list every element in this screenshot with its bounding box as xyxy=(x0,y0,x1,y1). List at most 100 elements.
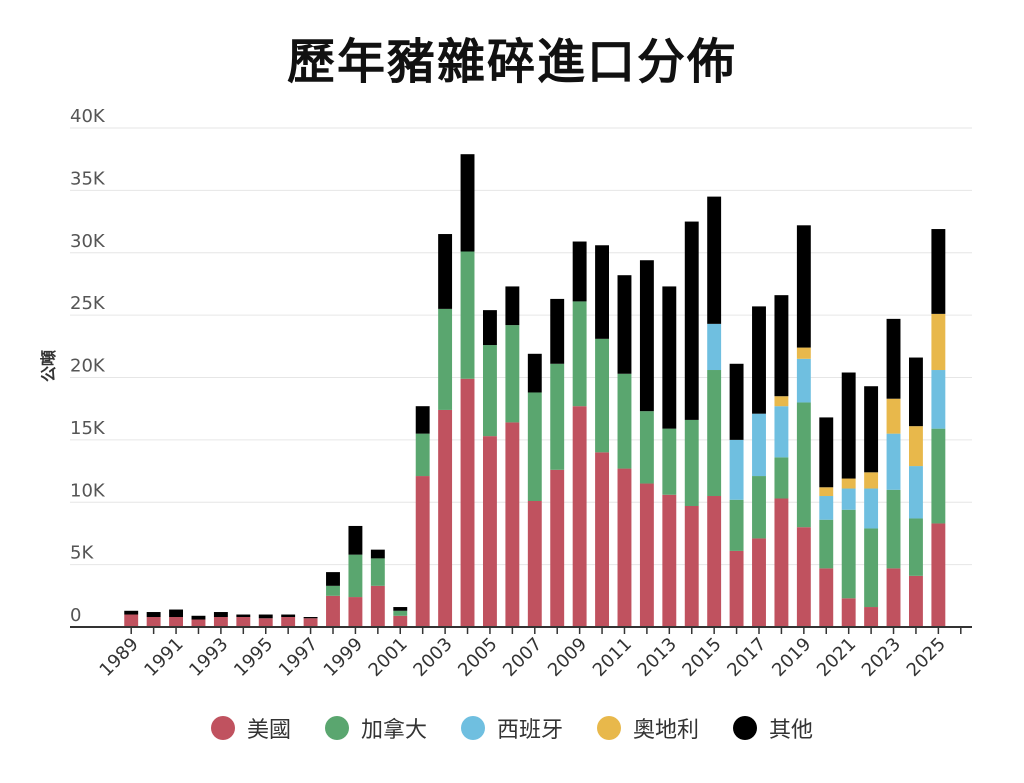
x-tick-label: 1999 xyxy=(320,634,367,681)
bar-segment xyxy=(908,426,923,467)
y-tick-label: 20K xyxy=(70,356,106,377)
bar-segment xyxy=(752,476,766,539)
y-axis-title: 公噸 xyxy=(39,350,58,382)
bar-segment xyxy=(931,229,946,314)
x-tick-label: 1995 xyxy=(230,634,277,681)
y-tick-label: 35K xyxy=(70,168,106,189)
legend-item: 美國 xyxy=(210,712,291,744)
bar-segment xyxy=(931,428,946,524)
bar-segment xyxy=(819,417,834,488)
x-tick-label: 2007 xyxy=(499,634,546,681)
bar-segment xyxy=(796,358,811,403)
bar-segment xyxy=(931,313,946,371)
legend-item: 其他 xyxy=(733,712,813,744)
bar-segment xyxy=(348,597,363,627)
bar-segment xyxy=(819,519,834,569)
bar-segment xyxy=(348,525,363,555)
bar-segment xyxy=(191,615,206,620)
bar-segment xyxy=(752,413,766,477)
bar-segment xyxy=(281,614,296,618)
bar-segment xyxy=(662,494,677,627)
bar-segment xyxy=(931,523,946,627)
x-tick-label: 2001 xyxy=(365,634,412,681)
bar-segment xyxy=(639,483,654,627)
x-tick-label: 2003 xyxy=(409,634,456,681)
y-tick-label: 0 xyxy=(70,605,81,626)
bar-segment xyxy=(146,617,161,627)
bar-segment xyxy=(482,436,497,627)
bar-segment xyxy=(393,615,408,627)
bar-segment xyxy=(729,363,744,440)
bar-segment xyxy=(864,528,879,608)
bar-segment xyxy=(169,609,184,618)
bar-segment xyxy=(684,221,699,420)
x-tick-label: 1993 xyxy=(185,634,232,681)
bar-segment xyxy=(819,568,834,627)
bar-segment xyxy=(617,373,632,469)
x-tick-label: 2023 xyxy=(858,634,905,681)
bar-segment xyxy=(348,554,363,598)
bar-segment xyxy=(213,617,228,627)
bar-segment xyxy=(752,538,766,627)
bar-segment xyxy=(415,406,430,434)
bar-segment xyxy=(572,241,587,302)
bar-segment xyxy=(505,325,520,423)
legend-swatch xyxy=(210,716,235,740)
bar-segment xyxy=(639,411,654,484)
bar-segment xyxy=(236,614,251,618)
bar-segment xyxy=(460,378,475,627)
bar-segment xyxy=(886,318,901,399)
x-tick-label: 2017 xyxy=(723,634,770,681)
bar-segment xyxy=(886,433,901,490)
x-tick-label: 2025 xyxy=(903,634,950,681)
bar-segment xyxy=(303,618,318,627)
bar-segment xyxy=(729,550,744,627)
bar-segment xyxy=(908,575,923,627)
bar-segment xyxy=(908,466,923,519)
bar-segment xyxy=(796,347,811,359)
bar-segment xyxy=(595,338,610,453)
x-tick-label: 2005 xyxy=(454,634,501,681)
bar-segment xyxy=(841,372,856,479)
bar-segment xyxy=(527,392,542,502)
legend-item: 加拿大 xyxy=(324,712,427,744)
legend-item: 奧地利 xyxy=(597,712,699,744)
legend-label: 美國 xyxy=(246,718,291,743)
legend-label: 其他 xyxy=(769,718,814,743)
bar-segment xyxy=(774,396,789,407)
bar-segment xyxy=(550,469,565,627)
bar-segment xyxy=(370,549,385,559)
bar-segment xyxy=(124,610,139,615)
bar-segment xyxy=(572,301,587,407)
bar-segment xyxy=(505,286,520,326)
legend-swatch xyxy=(597,716,621,740)
bar-segment xyxy=(303,617,318,619)
bar-segment xyxy=(841,598,856,627)
x-tick-label: 2013 xyxy=(634,634,681,681)
bar-segment xyxy=(864,488,879,529)
bar-segment xyxy=(819,487,834,497)
bar-segment xyxy=(258,618,273,627)
bar-segment xyxy=(886,568,901,627)
bar-segment xyxy=(527,501,542,627)
x-tick-label: 2009 xyxy=(544,634,591,681)
bar-segment xyxy=(707,196,722,324)
bar-segment xyxy=(258,614,273,619)
bar-segment xyxy=(684,419,699,506)
bar-segment xyxy=(482,310,497,346)
y-tick-label: 25K xyxy=(70,293,106,314)
x-tick-label: 1991 xyxy=(140,634,187,681)
bar-segment xyxy=(460,251,475,379)
bar-segment xyxy=(617,275,632,374)
y-tick-label: 10K xyxy=(70,480,106,501)
bar-segment xyxy=(886,489,901,569)
bar-segment xyxy=(572,406,587,627)
bar-segment xyxy=(505,422,520,627)
y-tick-label: 40K xyxy=(70,106,106,127)
bar-segment xyxy=(774,295,789,397)
y-tick-label: 5K xyxy=(70,543,94,564)
legend-label: 西班牙 xyxy=(496,718,563,743)
bar-segment xyxy=(236,617,251,627)
bar-segment xyxy=(864,386,879,473)
